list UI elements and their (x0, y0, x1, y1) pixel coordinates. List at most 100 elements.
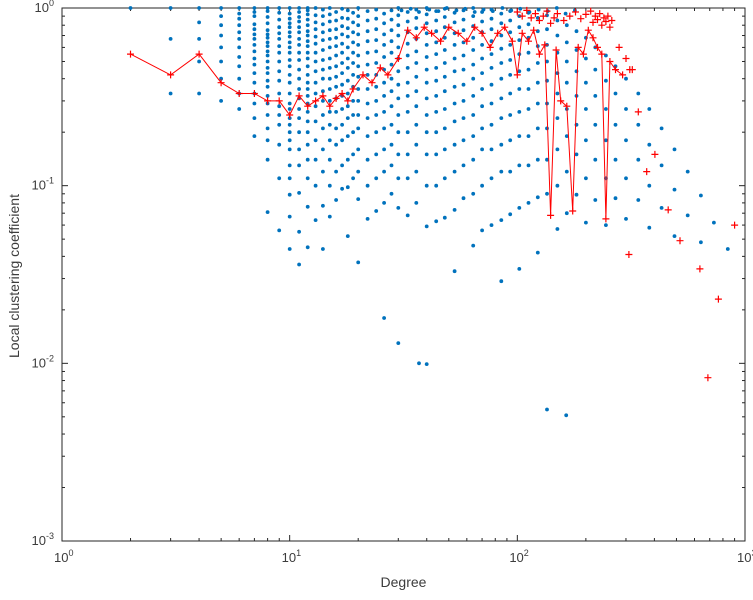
scatter-point-blue (564, 211, 569, 216)
scatter-point-blue (345, 91, 350, 96)
scatter-point-blue (305, 33, 310, 38)
scatter-point-blue (197, 6, 202, 10)
scatter-point-blue (265, 113, 270, 117)
scatter-point-blue (500, 6, 505, 10)
scatter-point-blue (305, 56, 310, 61)
red-plus-marker (286, 111, 294, 119)
scatter-point-blue (414, 142, 419, 147)
scatter-point-blue (461, 67, 466, 72)
scatter-point-blue (313, 157, 318, 162)
scatter-point-blue (434, 183, 439, 188)
scatter-point-blue (287, 147, 292, 152)
scatter-point-blue (452, 20, 457, 25)
scatter-point-blue (613, 196, 618, 201)
red-plus-marker (606, 58, 614, 65)
scatter-point-blue (252, 37, 257, 41)
scatter-point-blue (499, 116, 504, 120)
scatter-point-blue (517, 69, 522, 74)
scatter-point-blue (351, 73, 355, 77)
scatter-point-blue (313, 13, 318, 18)
red-plus-marker (598, 21, 606, 29)
scatter-point-blue (408, 6, 413, 11)
scatter-point-blue (374, 176, 379, 181)
scatter-point-blue (252, 80, 257, 85)
red-plus-marker (543, 7, 551, 15)
scatter-point-blue (517, 206, 522, 210)
scatter-point-blue (574, 152, 579, 157)
scatter-point-blue (365, 217, 370, 221)
scatter-point-blue (334, 198, 338, 202)
scatter-point-blue (340, 6, 344, 11)
scatter-point-blue (334, 84, 338, 89)
scatter-point-blue (508, 113, 513, 117)
scatter-point-blue (265, 21, 270, 26)
scatter-point-blue (356, 32, 361, 37)
scatter-point-blue (647, 225, 652, 230)
red-plus-marker (625, 251, 633, 258)
scatter-point-blue (463, 6, 468, 11)
scatter-point-blue (287, 11, 292, 16)
scatter-point-blue (374, 113, 379, 117)
scatter-point-blue (265, 49, 270, 54)
red-plus-marker (167, 71, 175, 79)
scatter-point-blue (604, 223, 608, 228)
scatter-point-blue (365, 18, 370, 23)
scatter-point-blue (305, 50, 310, 55)
scatter-point-blue (365, 87, 370, 91)
scatter-point-blue (555, 227, 560, 231)
scatter-point-blue (545, 27, 549, 32)
scatter-point-blue (389, 163, 394, 168)
scatter-point-blue (277, 37, 282, 41)
scatter-point-blue (414, 169, 419, 174)
scatter-point-blue (356, 169, 361, 174)
scatter-point-blue (305, 176, 310, 181)
scatter-point-blue (356, 23, 361, 28)
scatter-point-blue (471, 48, 476, 52)
red-plus-marker (513, 71, 521, 79)
scatter-point-blue (277, 78, 282, 83)
scatter-point-blue (545, 191, 549, 196)
scatter-point-blue (277, 142, 282, 147)
x-tick-label: 103 (737, 548, 753, 565)
scatter-point-blue (305, 157, 310, 162)
scatter-point-blue (374, 7, 379, 12)
scatter-point-blue (382, 94, 386, 98)
scatter-point-blue (365, 101, 370, 106)
scatter-point-blue (334, 35, 338, 40)
red-plus-marker (606, 23, 614, 31)
red-plus-marker (704, 374, 712, 382)
scatter-point-blue (554, 6, 559, 10)
red-plus-marker (560, 17, 568, 24)
scatter-point-blue (564, 40, 569, 45)
scatter-point-blue (365, 50, 370, 55)
scatter-point-blue (472, 10, 477, 14)
scatter-point-blue (305, 64, 310, 69)
scatter-point-blue (313, 20, 318, 25)
scatter-point-blue (414, 26, 419, 31)
scatter-point-blue (434, 18, 439, 23)
scatter-point-blue (399, 8, 404, 13)
scatter-point-blue (624, 107, 628, 111)
scatter-point-blue (237, 16, 242, 21)
scatter-point-blue (356, 197, 361, 202)
scatter-point-blue (356, 99, 361, 103)
scatter-point-blue (365, 73, 370, 77)
red-plus-marker (582, 10, 590, 18)
scatter-point-blue (340, 122, 344, 127)
red-plus-marker (600, 14, 608, 22)
scatter-point-blue (480, 126, 484, 131)
scatter-point-blue (489, 52, 494, 56)
scatter-point-blue (436, 9, 441, 14)
scatter-point-blue (499, 279, 504, 284)
scatter-point-blue (237, 55, 242, 59)
red-plus-marker (604, 12, 612, 20)
scatter-point-blue (461, 28, 466, 33)
scatter-point-blue (334, 169, 338, 174)
red-plus-marker (577, 15, 585, 23)
scatter-point-blue (321, 99, 325, 103)
scatter-point-blue (545, 126, 549, 131)
scatter-point-blue (305, 204, 310, 209)
scatter-point-blue (287, 80, 292, 85)
scatter-point-blue (471, 62, 476, 67)
scatter-point-blue (536, 7, 541, 12)
